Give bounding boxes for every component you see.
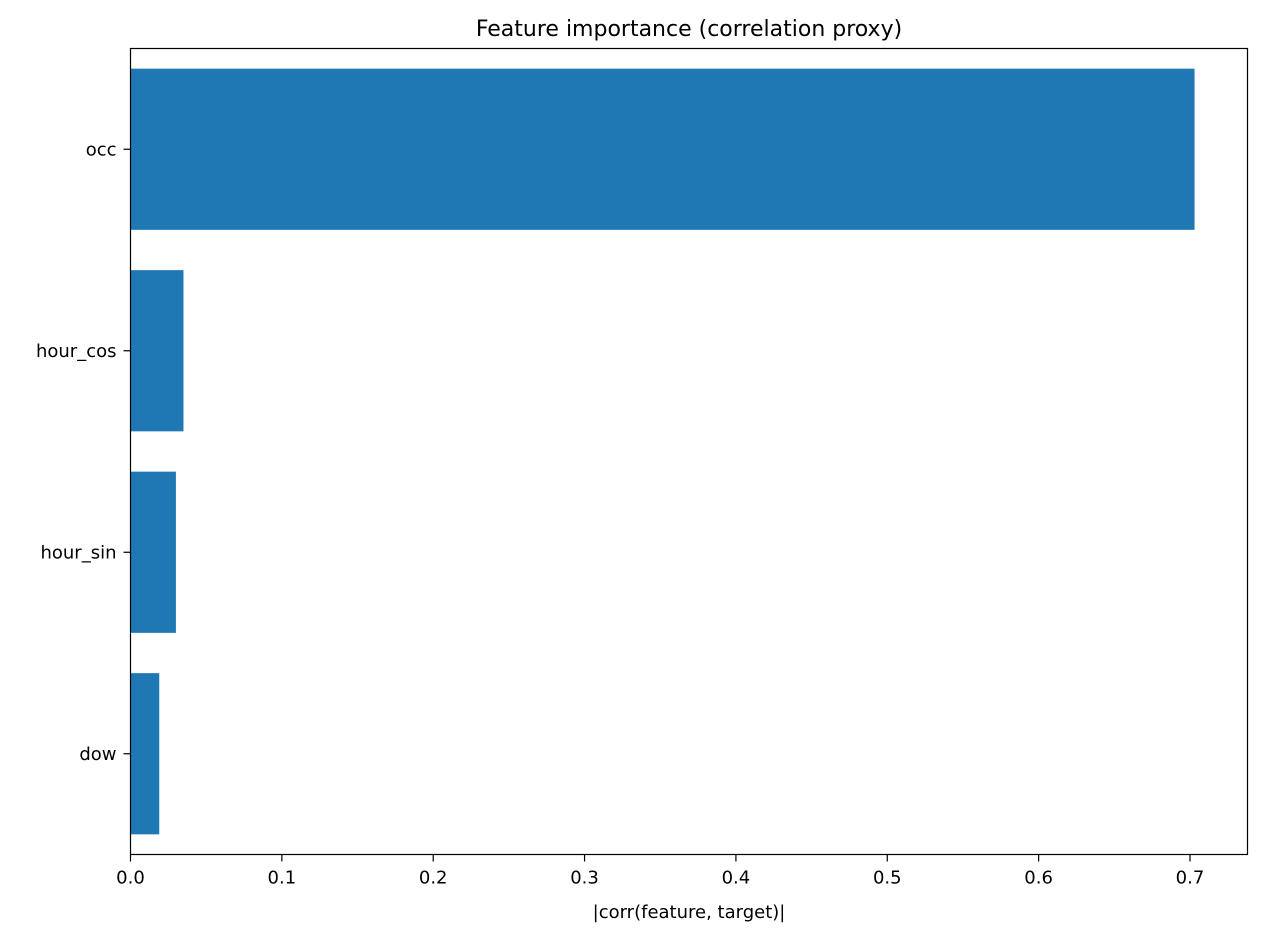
y-tick-label: hour_sin [40, 542, 116, 563]
x-axis-ticks: 0.0 0.1 0.2 0.3 0.4 0.5 0.6 0.7 [116, 854, 1205, 889]
bar-hour_cos [130, 270, 184, 432]
x-tick-label: 0.2 [419, 868, 448, 889]
chart-title: Feature importance (correlation proxy) [476, 17, 902, 42]
bar-hour_sin [130, 471, 176, 633]
x-tick-label: 0.7 [1176, 868, 1205, 889]
y-tick-label: dow [79, 744, 116, 765]
y-tick-label: occ [86, 139, 117, 160]
y-tick-label: hour_cos [36, 341, 117, 362]
x-tick-label: 0.5 [873, 868, 902, 889]
x-tick-label: 0.0 [116, 868, 145, 889]
x-tick-label: 0.3 [570, 868, 599, 889]
x-axis-label: |corr(feature, target)| [593, 902, 786, 923]
bar-occ [130, 68, 1195, 230]
x-tick-label: 0.4 [722, 868, 751, 889]
x-tick-label: 0.1 [268, 868, 297, 889]
bar-group [130, 68, 1195, 835]
bar-dow [130, 673, 160, 835]
x-tick-label: 0.6 [1024, 868, 1053, 889]
plot-frame [129, 47, 1249, 856]
